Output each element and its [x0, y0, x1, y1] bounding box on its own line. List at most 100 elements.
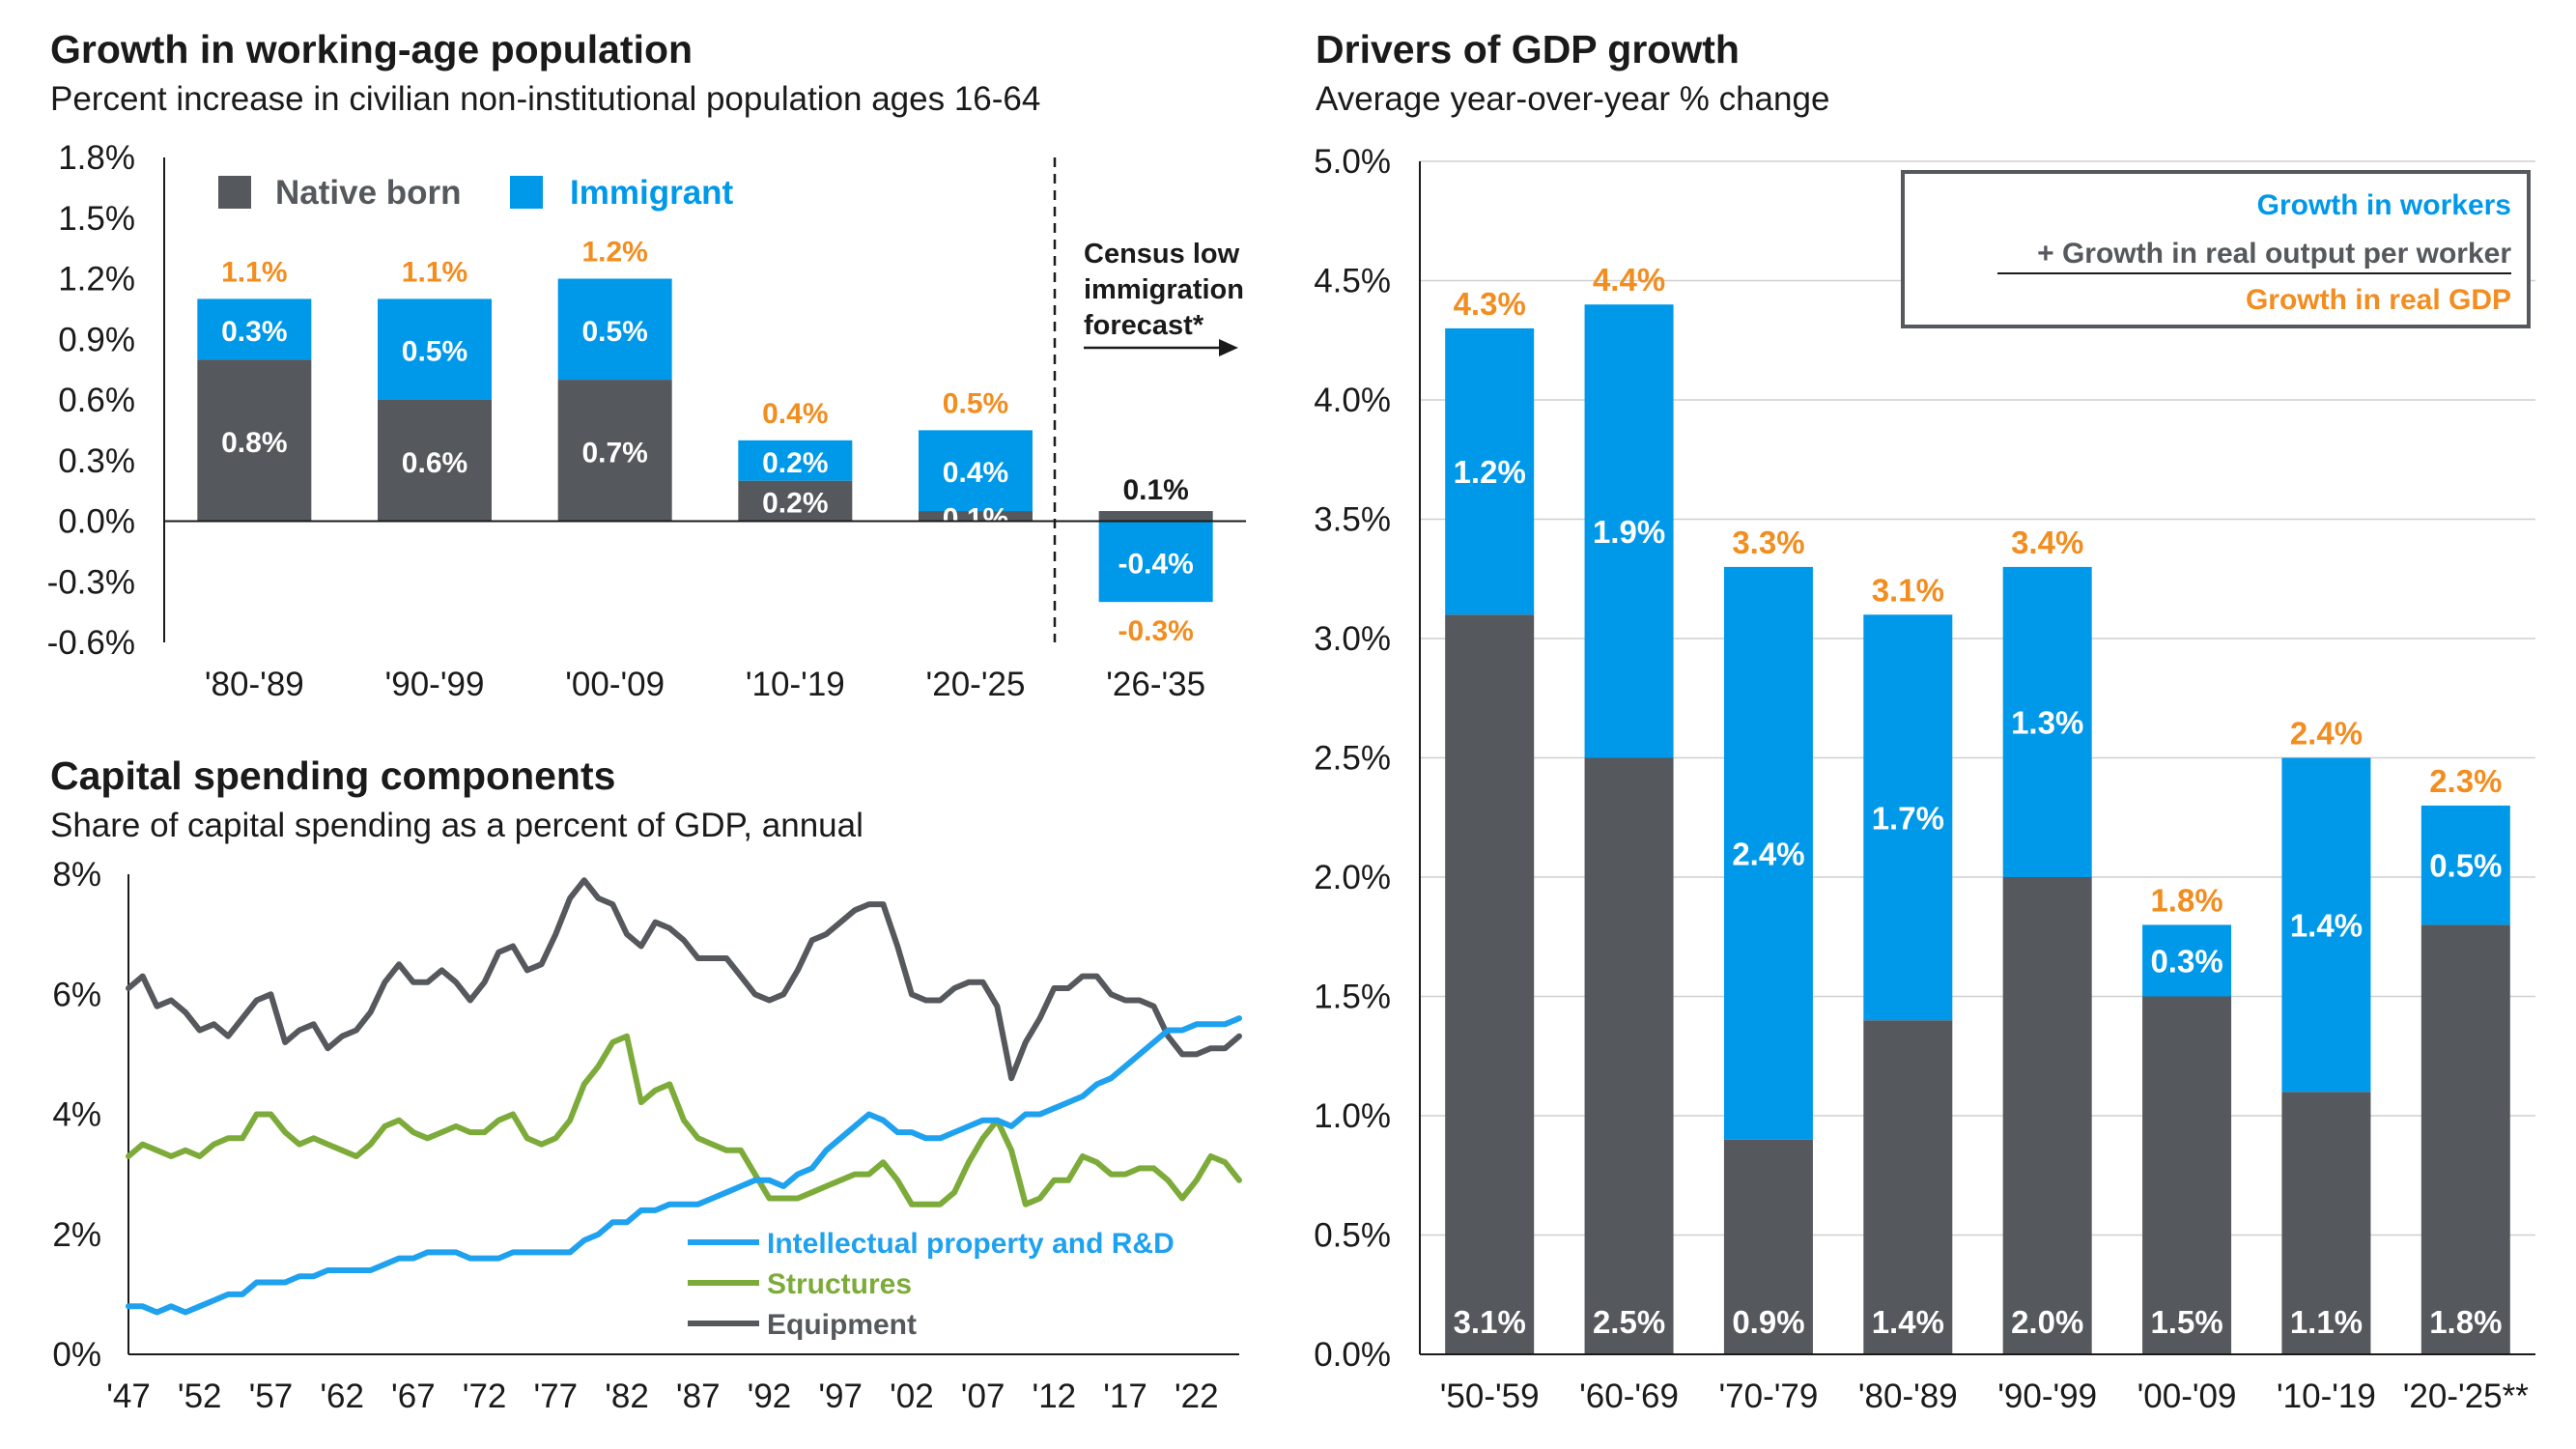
gdp-category-label: '60-'69: [1579, 1378, 1679, 1415]
population-category-label: '10-'19: [746, 666, 845, 703]
population-immigrant-bar: [1098, 521, 1213, 603]
capex-x-tick: '87: [676, 1378, 721, 1415]
population-category-label: '26-'35: [1106, 666, 1205, 703]
gdp-workers-bar: [2142, 924, 2232, 997]
gdp-total-label: 4.4%: [1593, 262, 1665, 298]
gdp-workers-label: 1.2%: [1454, 454, 1526, 490]
gdp-y-tick: 3.0%: [1314, 620, 1391, 658]
population-y-tick: 0.6%: [58, 382, 135, 419]
capex-x-tick: '17: [1103, 1378, 1147, 1415]
legend-immigrant-label: Immigrant: [570, 174, 734, 212]
population-native-label: 0.2%: [762, 488, 828, 520]
population-forecast-arrowhead: [1219, 339, 1238, 356]
population-total-label: -0.3%: [1118, 615, 1193, 647]
population-category-label: '90-'99: [385, 666, 485, 703]
gdp-workers-label: 1.9%: [1593, 514, 1665, 550]
population-native-label: 0.7%: [581, 437, 647, 469]
population-forecast-annotation: Census low immigration forecast*: [1084, 239, 1244, 341]
capex-x-tick: '22: [1175, 1378, 1219, 1415]
gdp-total-label: 3.4%: [2011, 525, 2083, 560]
population-native-bar: [738, 480, 853, 522]
capex-x-tick: '02: [890, 1378, 934, 1415]
gdp-output-bar: [1723, 1139, 1813, 1354]
capex-x-tick: '12: [1033, 1378, 1077, 1415]
population-subtitle: Percent increase in civilian non-institu…: [50, 80, 1041, 118]
gdp-legend-box: [1901, 170, 2531, 328]
gdp-output-label: 1.8%: [2429, 1304, 2502, 1340]
gdp-legend-workers: Growth in workers: [2257, 189, 2511, 221]
gdp-y-tick: 4.0%: [1314, 382, 1391, 419]
gdp-workers-bar: [1723, 566, 1813, 1140]
gdp-workers-bar: [2002, 566, 2092, 877]
gdp-output-bar: [2420, 924, 2510, 1354]
gdp-total-label: 2.4%: [2290, 716, 2363, 752]
population-total-label: 1.1%: [402, 256, 467, 288]
capex-x-tick: '82: [605, 1378, 649, 1415]
capex-legend-equipment-label: Equipment: [767, 1309, 917, 1341]
population-immigrant-label: 0.5%: [402, 336, 467, 368]
gdp-workers-bar: [1584, 304, 1674, 758]
gdp-y-tick: 5.0%: [1314, 143, 1391, 181]
gdp-category-label: '00-'09: [2137, 1378, 2237, 1415]
capex-x-tick: '47: [106, 1378, 151, 1415]
capex-x-tick: '57: [249, 1378, 294, 1415]
gdp-workers-label: 1.4%: [2290, 907, 2363, 943]
legend-native-swatch: [218, 176, 251, 209]
capex-legend-ip-label: Intellectual property and R&D: [767, 1228, 1175, 1260]
gdp-y-tick: 0.5%: [1314, 1217, 1391, 1255]
gdp-total-label: 2.3%: [2429, 763, 2502, 799]
gdp-y-tick: 1.5%: [1314, 979, 1391, 1016]
capex-x-tick: '62: [320, 1378, 364, 1415]
capex-x-tick: '67: [391, 1378, 436, 1415]
capex-x-tick: '97: [818, 1378, 863, 1415]
population-native-label: 0.1%: [943, 502, 1008, 534]
gdp-y-tick: 2.5%: [1314, 740, 1391, 778]
gdp-category-label: '50-'59: [1440, 1378, 1540, 1415]
gdp-workers-label: 1.7%: [1872, 800, 1944, 836]
capex-title: Capital spending components: [50, 753, 616, 798]
capex-x-tick: '07: [961, 1378, 1005, 1415]
gdp-category-label: '80-'89: [1858, 1378, 1958, 1415]
gdp-category-label: '10-'19: [2277, 1378, 2376, 1415]
gdp-output-bar: [2281, 1092, 2371, 1354]
gdp-output-label: 2.0%: [2011, 1304, 2083, 1340]
gdp-y-tick: 3.5%: [1314, 501, 1391, 539]
legend-native-label: Native born: [275, 174, 462, 212]
gdp-workers-bar: [2281, 757, 2371, 1093]
population-native-label: 0.6%: [402, 447, 467, 479]
capex-x-tick: '77: [533, 1378, 578, 1415]
gdp-output-bar: [2142, 996, 2232, 1354]
capex-subtitle: Share of capital spending as a percent o…: [50, 807, 863, 844]
population-y-tick: 0.9%: [58, 321, 135, 358]
population-native-bar: [919, 511, 1033, 522]
population-native-bar: [197, 359, 312, 522]
gdp-workers-bar: [1863, 614, 1953, 1021]
gdp-category-label: '70-'79: [1718, 1378, 1818, 1415]
population-y-tick: 1.8%: [58, 139, 135, 177]
gdp-output-bar: [2002, 877, 2092, 1354]
gdp-total-label: 1.8%: [2150, 882, 2222, 918]
gdp-workers-label: 2.4%: [1732, 836, 1804, 871]
population-immigrant-bar: [197, 298, 312, 360]
gdp-output-label: 2.5%: [1593, 1304, 1665, 1340]
capex-series-line: [126, 1033, 1242, 1208]
capex-y-tick: 0%: [52, 1336, 101, 1374]
capex-y-tick: 8%: [52, 856, 101, 894]
legend-immigrant-swatch: [510, 176, 543, 209]
capex-x-tick: '52: [178, 1378, 222, 1415]
population-native-label: 0.8%: [221, 427, 287, 459]
population-native-bar: [378, 400, 492, 522]
gdp-output-bar: [1445, 614, 1535, 1354]
gdp-output-label: 0.9%: [1732, 1304, 1804, 1340]
population-y-tick: 1.5%: [58, 200, 135, 238]
population-total-label: 1.2%: [581, 237, 647, 269]
gdp-output-label: 1.5%: [2150, 1304, 2222, 1340]
gdp-workers-bar: [2420, 805, 2510, 925]
capex-x-tick: '92: [748, 1378, 792, 1415]
gdp-y-tick: 2.0%: [1314, 859, 1391, 896]
population-total-label: 0.4%: [762, 398, 828, 430]
gdp-subtitle: Average year-over-year % change: [1316, 80, 1830, 118]
capex-series-line: [126, 1015, 1242, 1316]
population-category-label: '80-'89: [205, 666, 304, 703]
